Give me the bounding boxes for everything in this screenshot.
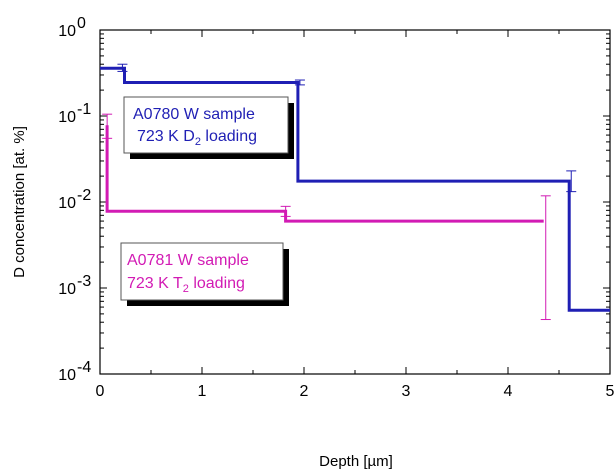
annotation-box-d2: A0780 W sample 723 K D2 loading (123, 96, 294, 159)
annotation-t2-line2-pre: 723 K T (127, 275, 183, 292)
annotation-t2-line2-sub: 2 (183, 283, 189, 295)
y-tick-label: 10 (58, 109, 76, 126)
annotation-d2-line1: A0780 W sample (133, 106, 255, 123)
x-tick-label: 4 (504, 383, 513, 400)
y-tick-label-exponent: 0 (77, 15, 86, 32)
x-tick-label: 5 (606, 383, 614, 400)
y-tick-label-exponent: -4 (77, 359, 91, 376)
x-tick-label: 2 (300, 383, 309, 400)
y-tick-label: 10 (58, 23, 76, 40)
annotation-d2-line2: 723 K D2 loading (137, 128, 257, 148)
x-tick-label: 3 (402, 383, 411, 400)
x-tick-label: 1 (198, 383, 207, 400)
y-tick-label-exponent: -3 (77, 273, 91, 290)
y-tick-label: 10 (58, 367, 76, 384)
x-tick-label: 0 (96, 383, 105, 400)
series-1-line (100, 66, 610, 312)
annotation-t2-line1: A0781 W sample (127, 252, 249, 269)
annotation-box-d2-frame (123, 96, 289, 154)
y-tick-label-exponent: -2 (77, 187, 91, 204)
y-tick-label: 10 (58, 195, 76, 212)
y-tick-label-exponent: -1 (77, 101, 91, 118)
annotation-d2-line2-sub: 2 (195, 136, 201, 148)
annotation-box-t2: A0781 W sample 723 K T2 loading (120, 242, 289, 306)
annotation-t2-line2: 723 K T2 loading (127, 275, 245, 295)
annotation-box-t2-frame (120, 242, 284, 301)
y-tick-label: 10 (58, 281, 76, 298)
annotation-d2-line2-pre: 723 K D (137, 128, 195, 145)
annotation-d2-line2-post: loading (201, 128, 257, 145)
x-axis-title: Depth [µm] (319, 453, 393, 470)
y-axis-title: D concentration [at. %] (11, 126, 28, 278)
x-tick-labels: 0 1 2 3 4 5 (96, 383, 614, 400)
annotation-t2-line2-post: loading (189, 275, 245, 292)
series-layer (100, 63, 610, 321)
